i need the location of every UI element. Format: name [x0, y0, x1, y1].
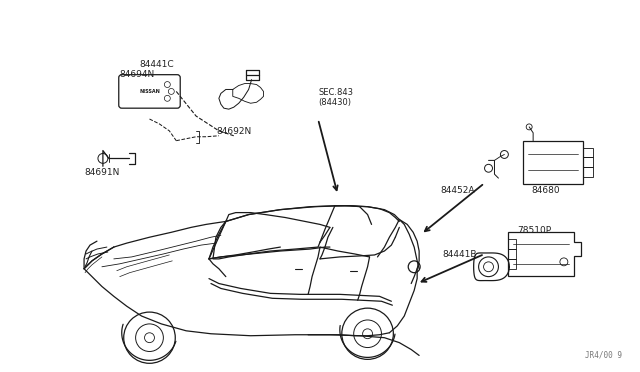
Text: SEC.843
(84430): SEC.843 (84430): [318, 88, 353, 107]
Text: JR4/00 9: JR4/00 9: [586, 350, 622, 359]
Text: 84452A: 84452A: [440, 186, 475, 195]
Text: 84692N: 84692N: [216, 127, 251, 136]
Text: 84694N: 84694N: [120, 70, 155, 78]
Bar: [524, 141, 582, 184]
Bar: [508, 249, 516, 259]
Bar: [582, 157, 593, 167]
Text: 84441B: 84441B: [442, 250, 477, 259]
Text: 84441C: 84441C: [139, 60, 173, 69]
Bar: [582, 148, 593, 157]
Bar: [508, 239, 516, 249]
Text: 84680: 84680: [532, 186, 561, 195]
Text: NISSAN: NISSAN: [139, 89, 160, 94]
Bar: [508, 259, 516, 269]
Bar: [582, 167, 593, 177]
Text: 78510P: 78510P: [517, 226, 551, 235]
Text: 84691N: 84691N: [84, 168, 120, 177]
